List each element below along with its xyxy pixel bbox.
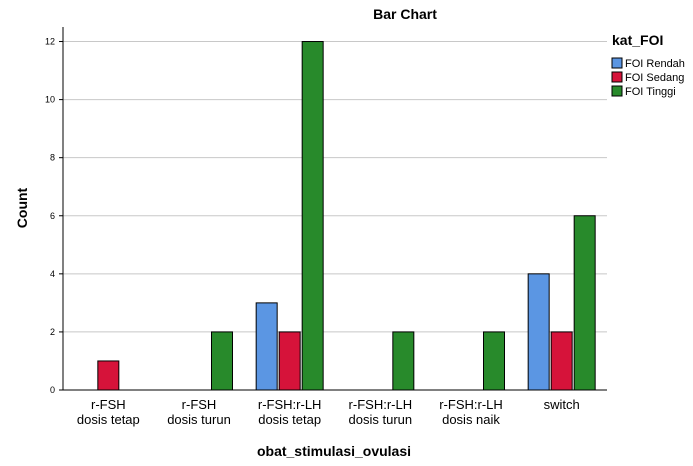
bar-foi-tinggi (573, 215, 596, 391)
axes (59, 27, 607, 391)
legend-label: FOI Sedang (625, 72, 684, 84)
bars (97, 41, 596, 391)
x-tick-label: r-FSH:r-LH (258, 397, 322, 412)
bar-foi-tinggi (301, 41, 324, 391)
x-tick-label: dosis tetap (258, 412, 321, 427)
bar-foi-rendah (255, 302, 278, 391)
legend-swatch (611, 85, 623, 97)
bar-foi-tinggi (211, 331, 233, 391)
chart-title: Bar Chart (373, 6, 437, 22)
y-tick-labels: 0 2 4 6 8 10 12 (45, 37, 55, 395)
x-tick-label: switch (544, 397, 580, 412)
x-tick-label: r-FSH:r-LH (349, 397, 413, 412)
legend-title: kat_FOI (612, 32, 663, 48)
x-tick-label: r-FSH (182, 397, 217, 412)
y-tick-label: 0 (50, 385, 55, 395)
bar-foi-tinggi (483, 331, 505, 391)
y-tick-label: 2 (50, 327, 55, 337)
bar-foi-tinggi (392, 331, 415, 391)
legend-swatch (611, 57, 623, 69)
y-tick-label: 8 (50, 153, 55, 163)
y-tick-label: 10 (45, 95, 55, 105)
x-tick-label: dosis tetap (77, 412, 140, 427)
x-axis-label: obat_stimulasi_ovulasi (257, 443, 411, 459)
legend: kat_FOI FOI Rendah FOI Sedang FOI Tinggi (611, 32, 685, 98)
x-tick-label: r-FSH:r-LH (439, 397, 503, 412)
y-tick-label: 6 (50, 211, 55, 221)
y-tick-label: 4 (50, 269, 55, 279)
legend-swatch (611, 71, 623, 83)
y-axis-label: Count (14, 187, 30, 228)
gridlines (63, 41, 607, 333)
bar-foi-sedang (550, 331, 573, 391)
x-tick-label: dosis turun (167, 412, 231, 427)
bar-foi-sedang (97, 360, 120, 391)
x-tick-label: r-FSH (91, 397, 126, 412)
x-tick-label: dosis turun (349, 412, 413, 427)
legend-label: FOI Tinggi (625, 86, 676, 98)
legend-label: FOI Rendah (625, 58, 685, 70)
y-tick-label: 12 (45, 37, 55, 47)
x-tick-label: dosis naik (442, 412, 500, 427)
bar-foi-rendah (527, 273, 550, 391)
bar-foi-sedang (278, 331, 301, 391)
